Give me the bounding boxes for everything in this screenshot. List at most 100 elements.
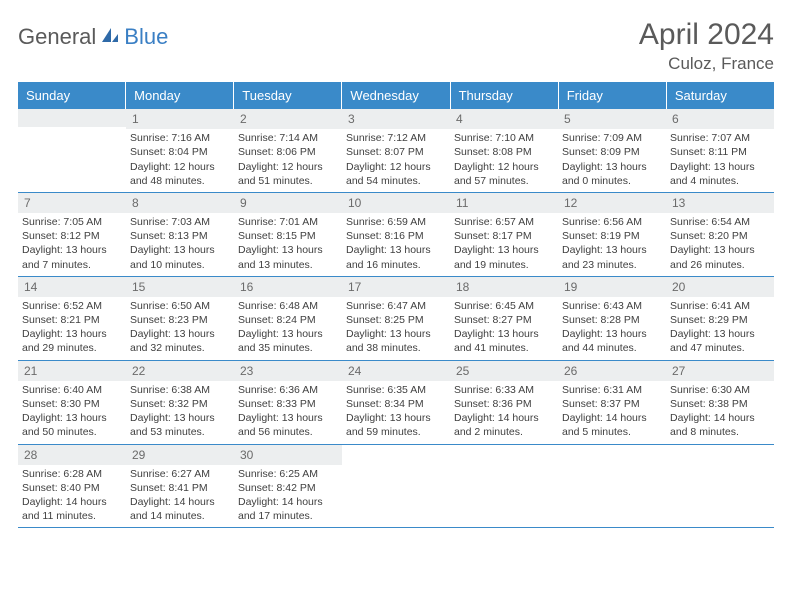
day-number: 1 — [126, 109, 234, 129]
day-body: Sunrise: 7:01 AMSunset: 8:15 PMDaylight:… — [234, 215, 342, 276]
day-day2: and 14 minutes. — [130, 509, 230, 523]
day-day2: and 26 minutes. — [670, 258, 770, 272]
day-day1: Daylight: 12 hours — [454, 160, 554, 174]
day-body: Sunrise: 6:33 AMSunset: 8:36 PMDaylight:… — [450, 383, 558, 444]
logo-text-blue: Blue — [124, 24, 168, 50]
day-sunset: Sunset: 8:41 PM — [130, 481, 230, 495]
day-day1: Daylight: 13 hours — [130, 243, 230, 257]
day-sunset: Sunset: 8:06 PM — [238, 145, 338, 159]
day-day2: and 2 minutes. — [454, 425, 554, 439]
day-day1: Daylight: 12 hours — [238, 160, 338, 174]
title-block: April 2024 Culoz, France — [639, 18, 774, 74]
week-row: 28Sunrise: 6:28 AMSunset: 8:40 PMDayligh… — [18, 445, 774, 529]
day-body: Sunrise: 6:35 AMSunset: 8:34 PMDaylight:… — [342, 383, 450, 444]
day-cell: 25Sunrise: 6:33 AMSunset: 8:36 PMDayligh… — [450, 361, 558, 444]
day-day1: Daylight: 13 hours — [238, 327, 338, 341]
day-day1: Daylight: 13 hours — [670, 243, 770, 257]
day-sunset: Sunset: 8:08 PM — [454, 145, 554, 159]
day-sunset: Sunset: 8:21 PM — [22, 313, 122, 327]
day-sunset: Sunset: 8:11 PM — [670, 145, 770, 159]
day-day2: and 16 minutes. — [346, 258, 446, 272]
day-day1: Daylight: 13 hours — [454, 243, 554, 257]
day-cell: 9Sunrise: 7:01 AMSunset: 8:15 PMDaylight… — [234, 193, 342, 276]
day-sunrise: Sunrise: 7:10 AM — [454, 131, 554, 145]
week-row: 14Sunrise: 6:52 AMSunset: 8:21 PMDayligh… — [18, 277, 774, 361]
weeks-container: 1Sunrise: 7:16 AMSunset: 8:04 PMDaylight… — [18, 109, 774, 528]
day-header: Wednesday — [342, 82, 450, 109]
day-number: 25 — [450, 361, 558, 381]
day-day2: and 57 minutes. — [454, 174, 554, 188]
day-number: 5 — [558, 109, 666, 129]
day-day1: Daylight: 13 hours — [670, 327, 770, 341]
day-day1: Daylight: 13 hours — [238, 411, 338, 425]
day-body: Sunrise: 6:56 AMSunset: 8:19 PMDaylight:… — [558, 215, 666, 276]
day-number: 6 — [666, 109, 774, 129]
day-cell — [342, 445, 450, 528]
day-day1: Daylight: 13 hours — [562, 160, 662, 174]
day-day1: Daylight: 13 hours — [22, 411, 122, 425]
day-sunset: Sunset: 8:13 PM — [130, 229, 230, 243]
day-cell — [450, 445, 558, 528]
day-sunrise: Sunrise: 6:41 AM — [670, 299, 770, 313]
day-body: Sunrise: 7:12 AMSunset: 8:07 PMDaylight:… — [342, 131, 450, 192]
day-sunset: Sunset: 8:38 PM — [670, 397, 770, 411]
day-cell: 1Sunrise: 7:16 AMSunset: 8:04 PMDaylight… — [126, 109, 234, 192]
day-day2: and 32 minutes. — [130, 341, 230, 355]
day-day2: and 56 minutes. — [238, 425, 338, 439]
day-cell: 6Sunrise: 7:07 AMSunset: 8:11 PMDaylight… — [666, 109, 774, 192]
day-number: 7 — [18, 193, 126, 213]
day-day1: Daylight: 14 hours — [238, 495, 338, 509]
day-header: Saturday — [667, 82, 774, 109]
day-cell: 23Sunrise: 6:36 AMSunset: 8:33 PMDayligh… — [234, 361, 342, 444]
day-cell: 22Sunrise: 6:38 AMSunset: 8:32 PMDayligh… — [126, 361, 234, 444]
day-body: Sunrise: 6:27 AMSunset: 8:41 PMDaylight:… — [126, 467, 234, 528]
day-day1: Daylight: 13 hours — [346, 327, 446, 341]
day-sunset: Sunset: 8:12 PM — [22, 229, 122, 243]
day-body: Sunrise: 7:05 AMSunset: 8:12 PMDaylight:… — [18, 215, 126, 276]
day-body: Sunrise: 6:41 AMSunset: 8:29 PMDaylight:… — [666, 299, 774, 360]
day-number: 21 — [18, 361, 126, 381]
day-number: 8 — [126, 193, 234, 213]
day-number: 18 — [450, 277, 558, 297]
day-header: Thursday — [451, 82, 559, 109]
day-day2: and 47 minutes. — [670, 341, 770, 355]
day-day2: and 5 minutes. — [562, 425, 662, 439]
day-day1: Daylight: 14 hours — [562, 411, 662, 425]
day-sunset: Sunset: 8:36 PM — [454, 397, 554, 411]
day-day2: and 4 minutes. — [670, 174, 770, 188]
day-sunrise: Sunrise: 6:30 AM — [670, 383, 770, 397]
day-body: Sunrise: 6:50 AMSunset: 8:23 PMDaylight:… — [126, 299, 234, 360]
day-body: Sunrise: 6:52 AMSunset: 8:21 PMDaylight:… — [18, 299, 126, 360]
day-number: 13 — [666, 193, 774, 213]
day-cell: 8Sunrise: 7:03 AMSunset: 8:13 PMDaylight… — [126, 193, 234, 276]
day-day1: Daylight: 13 hours — [562, 243, 662, 257]
day-cell: 5Sunrise: 7:09 AMSunset: 8:09 PMDaylight… — [558, 109, 666, 192]
day-number: 14 — [18, 277, 126, 297]
day-sunset: Sunset: 8:37 PM — [562, 397, 662, 411]
day-sunset: Sunset: 8:40 PM — [22, 481, 122, 495]
day-sunrise: Sunrise: 6:38 AM — [130, 383, 230, 397]
day-sunset: Sunset: 8:16 PM — [346, 229, 446, 243]
day-day1: Daylight: 14 hours — [130, 495, 230, 509]
day-body: Sunrise: 7:07 AMSunset: 8:11 PMDaylight:… — [666, 131, 774, 192]
day-body: Sunrise: 7:03 AMSunset: 8:13 PMDaylight:… — [126, 215, 234, 276]
day-cell: 12Sunrise: 6:56 AMSunset: 8:19 PMDayligh… — [558, 193, 666, 276]
day-cell: 3Sunrise: 7:12 AMSunset: 8:07 PMDaylight… — [342, 109, 450, 192]
day-number: 20 — [666, 277, 774, 297]
day-sunset: Sunset: 8:34 PM — [346, 397, 446, 411]
day-day2: and 59 minutes. — [346, 425, 446, 439]
day-cell: 29Sunrise: 6:27 AMSunset: 8:41 PMDayligh… — [126, 445, 234, 528]
day-day2: and 29 minutes. — [22, 341, 122, 355]
day-body: Sunrise: 6:30 AMSunset: 8:38 PMDaylight:… — [666, 383, 774, 444]
day-day1: Daylight: 13 hours — [22, 327, 122, 341]
day-cell: 14Sunrise: 6:52 AMSunset: 8:21 PMDayligh… — [18, 277, 126, 360]
day-number: 11 — [450, 193, 558, 213]
day-day1: Daylight: 14 hours — [22, 495, 122, 509]
day-sunset: Sunset: 8:25 PM — [346, 313, 446, 327]
day-day2: and 0 minutes. — [562, 174, 662, 188]
day-cell: 15Sunrise: 6:50 AMSunset: 8:23 PMDayligh… — [126, 277, 234, 360]
day-sunset: Sunset: 8:33 PM — [238, 397, 338, 411]
day-number: 28 — [18, 445, 126, 465]
day-sunrise: Sunrise: 6:54 AM — [670, 215, 770, 229]
day-number: 2 — [234, 109, 342, 129]
